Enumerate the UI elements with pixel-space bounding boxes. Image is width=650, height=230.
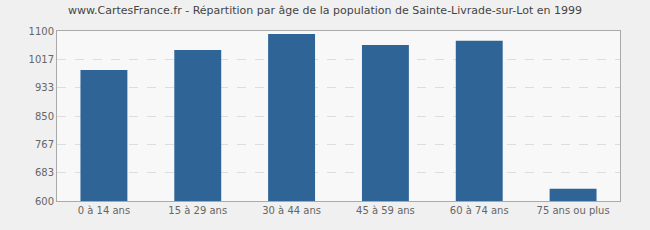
svg-text:0 à 14 ans: 0 à 14 ans (78, 205, 130, 216)
svg-text:600: 600 (35, 196, 54, 207)
svg-text:850: 850 (35, 111, 54, 122)
svg-text:767: 767 (35, 139, 54, 150)
svg-text:15 à 29 ans: 15 à 29 ans (168, 205, 227, 216)
svg-text:75 ans ou plus: 75 ans ou plus (537, 205, 610, 216)
svg-text:933: 933 (35, 82, 54, 93)
svg-text:60 à 74 ans: 60 à 74 ans (450, 205, 509, 216)
svg-text:30 à 44 ans: 30 à 44 ans (262, 205, 321, 216)
svg-text:1100: 1100 (29, 26, 54, 37)
svg-text:683: 683 (35, 167, 54, 178)
svg-text:1017: 1017 (29, 54, 54, 65)
svg-text:www.CartesFrance.fr - Répartit: www.CartesFrance.fr - Répartition par âg… (68, 4, 582, 17)
svg-text:45 à 59 ans: 45 à 59 ans (356, 205, 415, 216)
